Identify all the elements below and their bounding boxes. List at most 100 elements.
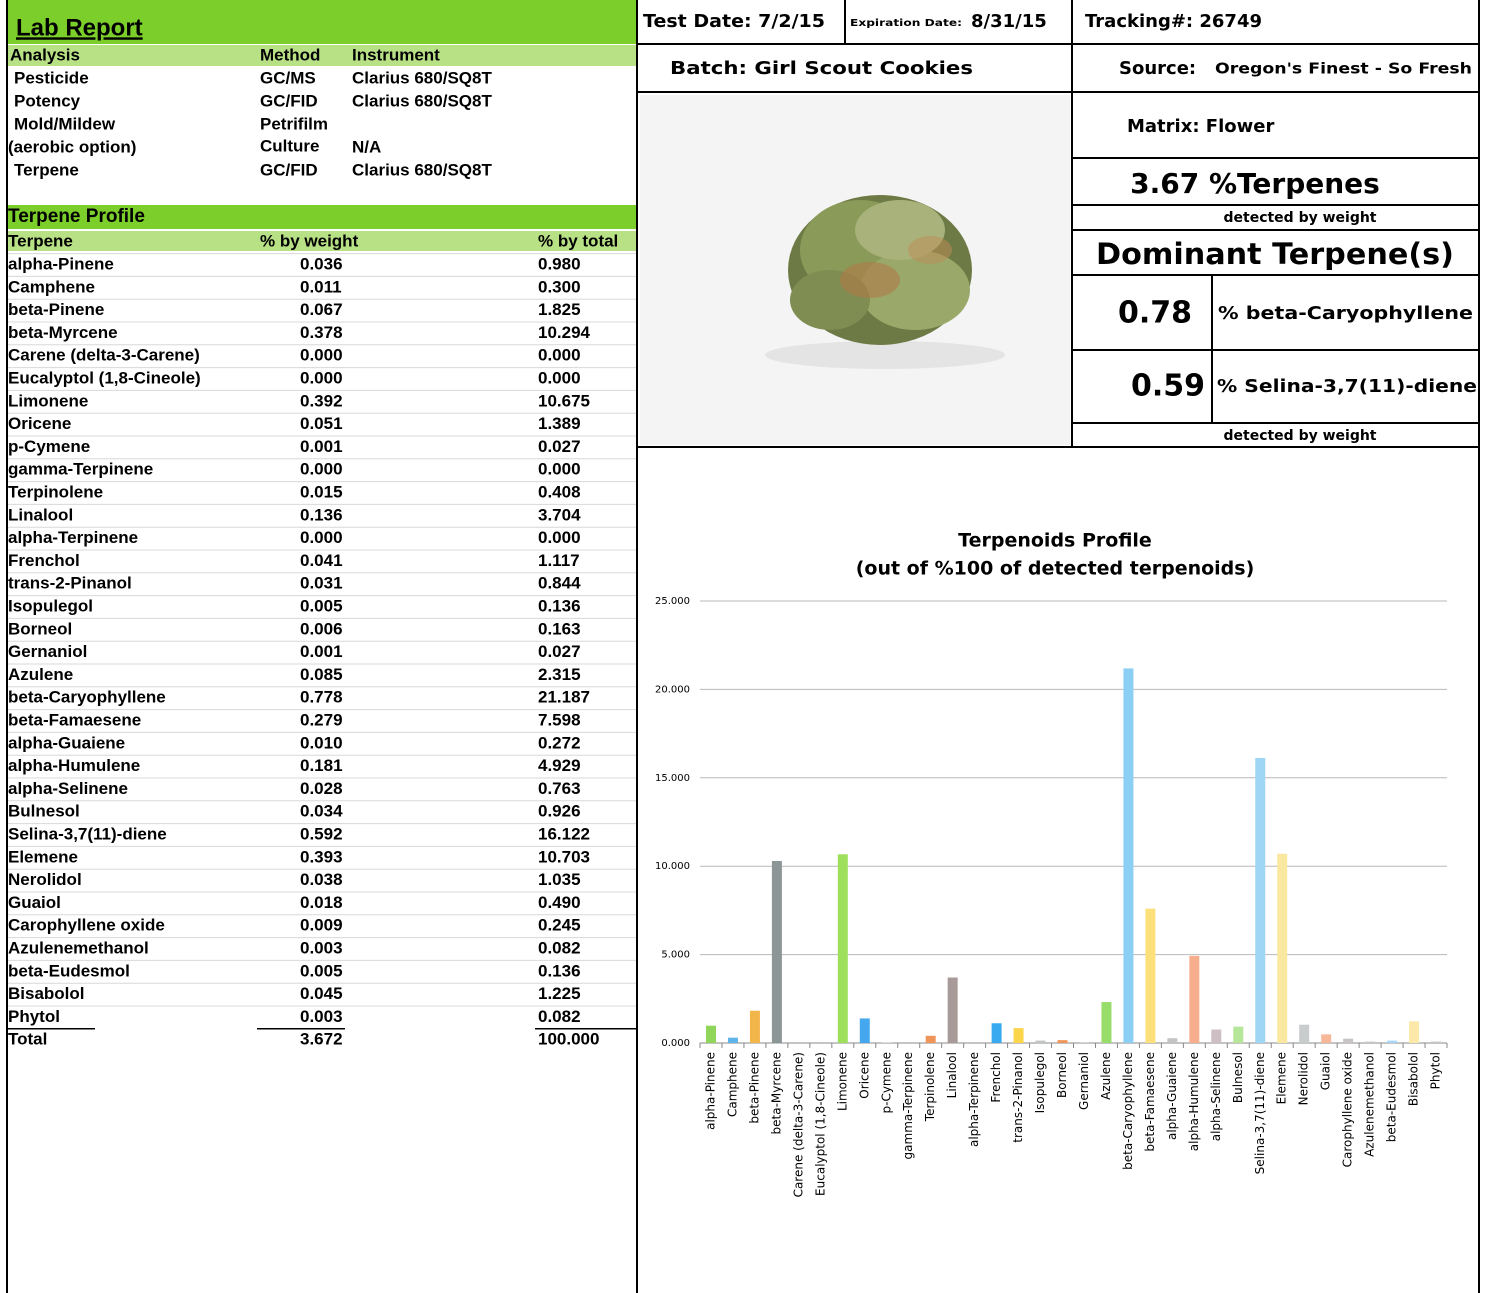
- chart-subtitle: (out of %100 of detected terpenoids): [856, 558, 1255, 580]
- profile-cell: 0.844: [538, 574, 581, 593]
- profile-cell: 0.067: [300, 300, 343, 319]
- profile-cell: Carophyllene oxide: [8, 916, 165, 935]
- x-tick-label: Frenchol: [989, 1052, 1003, 1103]
- x-tick-label: Isopulegol: [1033, 1052, 1047, 1113]
- detected-note: detected by weight: [1223, 210, 1376, 226]
- x-tick-label: Nerolidol: [1297, 1052, 1311, 1105]
- profile-cell: 10.703: [538, 847, 590, 866]
- x-tick-label: beta-Caryophyllene: [1121, 1052, 1135, 1170]
- x-tick-label: Gernaniol: [1077, 1052, 1091, 1110]
- profile-cell: 0.392: [300, 391, 343, 410]
- bar: [1431, 1041, 1442, 1043]
- profile-cell: Selina-3,7(11)-diene: [8, 824, 167, 843]
- profile-cell: p-Cymene: [8, 437, 90, 456]
- profile-cell: 1.225: [538, 984, 581, 1003]
- bar: [1277, 853, 1288, 1043]
- profile-cell: 0.034: [300, 802, 343, 821]
- profile-cell: 0.001: [300, 437, 343, 456]
- x-tick-label: Oricene: [857, 1052, 871, 1099]
- bar: [837, 854, 848, 1043]
- profile-cell: 0.408: [538, 482, 581, 501]
- analysis-header: Method: [260, 45, 320, 64]
- profile-cell: Isopulegol: [8, 596, 93, 615]
- profile-cell: Phytol: [8, 1007, 60, 1026]
- profile-cell: Guaiol: [8, 893, 61, 912]
- x-tick-label: Carophyllene oxide: [1341, 1052, 1355, 1167]
- profile-cell: 0.036: [300, 254, 343, 273]
- profile-cell: 0.085: [300, 665, 343, 684]
- profile-cell: beta-Myrcene: [8, 323, 118, 342]
- profile-cell: Nerolidol: [8, 870, 82, 889]
- profile-cell: 0.038: [300, 870, 343, 889]
- total-cell: 100.000: [538, 1030, 599, 1049]
- profile-cell: 0.279: [300, 710, 343, 729]
- profile-cell: Linalool: [8, 505, 73, 524]
- analysis-cell: Mold/Mildew: [14, 114, 116, 133]
- x-tick-label: beta-Eudesmol: [1385, 1052, 1399, 1142]
- profile-cell: 4.929: [538, 756, 581, 775]
- bar: [947, 977, 958, 1043]
- profile-cell: Frenchol: [8, 551, 80, 570]
- profile-cell: 0.181: [300, 756, 343, 775]
- profile-cell: 0.000: [538, 460, 581, 479]
- total-cell: Total: [8, 1030, 47, 1049]
- profile-cell: 0.136: [300, 505, 343, 524]
- profile-cell: 0.393: [300, 847, 343, 866]
- report-title: Lab Report: [16, 14, 143, 41]
- profile-cell: 0.136: [538, 961, 581, 980]
- profile-cell: 0.005: [300, 596, 343, 615]
- y-tick-label: 5.000: [661, 950, 690, 961]
- profile-cell: 1.117: [538, 551, 580, 570]
- profile-cell: 0.082: [538, 1007, 581, 1026]
- profile-cell: 0.006: [300, 619, 343, 638]
- profile-cell: 0.000: [300, 528, 343, 547]
- profile-cell: 2.315: [538, 665, 581, 684]
- x-tick-label: beta-Famaesene: [1143, 1052, 1157, 1152]
- profile-cell: Gernaniol: [8, 642, 87, 661]
- bar: [1035, 1040, 1046, 1043]
- x-tick-label: Limonene: [835, 1052, 849, 1111]
- expiration-date: 8/31/15: [971, 11, 1047, 32]
- analysis-cell: Terpene: [14, 160, 79, 179]
- profile-cell: alpha-Pinene: [8, 254, 114, 273]
- bar-chart: Terpenoids Profile (out of %100 of detec…: [655, 530, 1448, 1197]
- bar: [991, 1023, 1002, 1043]
- profile-cell: Limonene: [8, 391, 88, 410]
- profile-cell: Eucalyptol (1,8-Cineole): [8, 368, 201, 387]
- profile-cell: 0.000: [300, 368, 343, 387]
- bar: [1189, 955, 1200, 1043]
- bar: [771, 861, 782, 1043]
- analysis-cell: (aerobic option): [8, 137, 136, 156]
- profile-cell: 1.825: [538, 300, 581, 319]
- x-tick-label: alpha-Pinene: [703, 1052, 717, 1130]
- x-tick-label: trans-2-Pinanol: [1011, 1052, 1025, 1143]
- bar: [1057, 1040, 1068, 1043]
- profile-cell: Bisabolol: [8, 984, 85, 1003]
- profile-cell: 0.027: [538, 437, 581, 456]
- profile-cell: 0.245: [538, 916, 581, 935]
- y-tick-label: 15.000: [655, 773, 690, 784]
- bar: [925, 1035, 936, 1043]
- matrix: Matrix: Flower: [1127, 116, 1274, 137]
- profile-cell: 0.027: [538, 642, 581, 661]
- bar: [1233, 1026, 1244, 1043]
- x-tick-label: Borneol: [1055, 1052, 1069, 1098]
- bar: [1365, 1041, 1376, 1043]
- profile-cell: 0.001: [300, 642, 343, 661]
- analysis-cell: GC/MS: [260, 68, 316, 87]
- total-cell: 3.672: [300, 1030, 343, 1049]
- profile-cell: Camphene: [8, 277, 95, 296]
- profile-cell: Azulenemethanol: [8, 938, 149, 957]
- x-tick-label: beta-Myrcene: [769, 1052, 783, 1134]
- profile-cell: 0.041: [300, 551, 343, 570]
- x-tick-label: Camphene: [725, 1052, 739, 1117]
- terpenes-total: 3.67 %Terpenes: [1130, 167, 1380, 200]
- profile-cell: beta-Caryophyllene: [8, 688, 166, 707]
- profile-cell: 0.015: [300, 482, 343, 501]
- bar: [1013, 1028, 1024, 1043]
- x-tick-label: Linalool: [945, 1052, 959, 1098]
- profile-cell: 0.003: [300, 1007, 343, 1026]
- analysis-cell: Clarius 680/SQ8T: [352, 160, 492, 179]
- x-tick-label: Terpinolene: [923, 1052, 937, 1122]
